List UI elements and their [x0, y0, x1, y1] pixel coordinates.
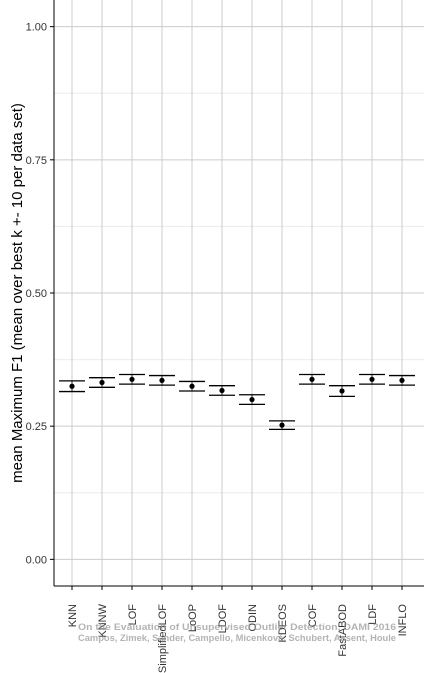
mean-point — [339, 388, 345, 394]
grid — [54, 0, 424, 586]
x-tick-label: LDF — [367, 604, 379, 625]
mean-point — [99, 379, 105, 386]
y-axis-title: mean Maximum F1 (mean over best k +- 10 … — [9, 103, 26, 483]
mean-points — [69, 376, 405, 428]
error-bars — [59, 373, 415, 431]
y-tick-label: 0.00 — [26, 554, 47, 566]
x-tick-label: ODIN — [247, 604, 259, 632]
mean-point — [309, 376, 315, 382]
watermark-line-2: Campos, Zimek, Sander, Campello, Micenko… — [78, 633, 396, 644]
x-tick-label: INFLO — [397, 604, 409, 637]
mean-point — [159, 377, 165, 383]
mean-point — [279, 422, 285, 428]
x-tick-label: SimplifiedLOF — [157, 604, 169, 673]
mean-point — [249, 396, 255, 403]
x-tick-label: KDEOS — [277, 604, 289, 643]
x-tick-label: COF — [307, 604, 319, 628]
x-tick-label: FastABOD — [337, 604, 349, 657]
x-tick-label: LOF — [127, 604, 139, 626]
x-tick-label: KNNW — [97, 603, 109, 637]
y-tick-label: 0.25 — [26, 421, 47, 433]
y-tick-label: 0.75 — [26, 155, 47, 167]
y-ticks: 0.00 0.25 0.50 0.75 1.00 — [26, 22, 54, 566]
mean-point — [219, 387, 225, 394]
x-ticks: KNN KNNW LOF SimplifiedLOF LoOP LDOF ODIN KDEOS… — [67, 586, 409, 673]
mean-point — [129, 376, 135, 382]
y-tick-label: 1.00 — [26, 22, 47, 34]
mean-point — [189, 383, 195, 389]
mean-point — [369, 376, 375, 382]
y-tick-label: 0.50 — [26, 288, 47, 300]
mean-point — [399, 377, 405, 383]
watermark-line-1: On the Evaluation of Unsupervised Outlie… — [78, 622, 396, 633]
x-tick-label: KNN — [67, 604, 79, 627]
mean-point — [69, 383, 75, 389]
x-tick-label: LDOF — [217, 604, 229, 634]
x-tick-label: LoOP — [187, 604, 199, 632]
